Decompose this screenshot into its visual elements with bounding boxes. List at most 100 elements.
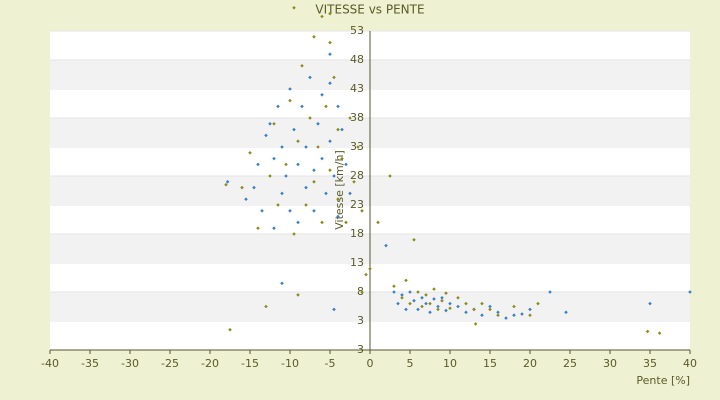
point [448, 306, 452, 311]
x-tick-label: 10 [443, 357, 457, 370]
point [292, 127, 296, 132]
y-tick-label: 43 [350, 82, 364, 95]
point [392, 290, 396, 294]
point [300, 104, 304, 109]
point [316, 145, 320, 149]
y-tick-label: 13 [350, 256, 364, 269]
point [280, 281, 284, 286]
x-axis-label: Pente [%] [636, 374, 690, 387]
point [284, 162, 288, 167]
point [440, 298, 444, 303]
point [288, 209, 292, 213]
point [384, 243, 388, 248]
point [312, 168, 316, 172]
point [496, 313, 500, 317]
point [296, 162, 300, 167]
x-tick-label: 20 [523, 357, 537, 370]
point [344, 220, 348, 225]
x-tick-label: 30 [603, 357, 617, 370]
x-tick-label: -10 [281, 357, 299, 370]
y-tick-label: 38 [350, 111, 364, 124]
point [645, 329, 650, 334]
point [564, 310, 568, 315]
x-tick-label: -5 [325, 357, 336, 370]
point [328, 168, 332, 172]
x-tick-label: -15 [241, 357, 259, 370]
point [648, 301, 652, 306]
point [288, 87, 292, 91]
point [412, 298, 416, 303]
point [412, 238, 416, 242]
point [420, 304, 424, 309]
x-tick-label: 40 [683, 357, 697, 370]
point [473, 322, 478, 326]
point [328, 40, 332, 45]
point [360, 209, 364, 213]
point [320, 93, 324, 97]
point [328, 81, 332, 85]
point [252, 185, 256, 190]
point [276, 203, 280, 207]
point [336, 127, 340, 132]
y-tick-label: 23 [350, 198, 364, 211]
point [324, 191, 328, 196]
x-tick-label: 0 [367, 357, 374, 370]
point [272, 122, 276, 126]
point [256, 162, 260, 167]
y-tick-label: 8 [357, 285, 364, 298]
chart-title: VITESSE vs PENTE [315, 3, 424, 17]
point [416, 307, 420, 312]
point [428, 301, 432, 306]
point [488, 304, 492, 309]
point [332, 75, 336, 80]
point [480, 301, 484, 306]
point [456, 296, 460, 300]
point [352, 180, 356, 184]
point [504, 316, 508, 320]
point [332, 307, 336, 312]
point [276, 104, 280, 109]
point [440, 296, 444, 300]
point [328, 52, 332, 56]
point [316, 122, 320, 126]
x-tick-label: 15 [483, 357, 497, 370]
point [348, 116, 352, 120]
x-tick-label: 25 [563, 357, 577, 370]
point [480, 313, 484, 317]
point [528, 313, 532, 317]
point [340, 127, 344, 132]
point [264, 304, 268, 309]
point [248, 151, 252, 155]
point [428, 310, 432, 315]
point [312, 180, 316, 184]
point [288, 98, 292, 103]
point [296, 293, 300, 297]
point [320, 156, 324, 161]
point [336, 104, 340, 109]
point [424, 293, 428, 297]
point [360, 290, 364, 294]
point [400, 293, 404, 297]
point [292, 6, 296, 10]
point [408, 301, 412, 306]
point [308, 75, 312, 80]
point [548, 290, 552, 294]
point [244, 197, 248, 201]
point [344, 162, 348, 167]
point [432, 287, 436, 291]
point [312, 209, 316, 213]
x-tick-label: 5 [407, 357, 414, 370]
point [256, 226, 260, 230]
point [332, 174, 336, 178]
point [364, 272, 368, 277]
point [512, 304, 516, 309]
point [224, 182, 228, 187]
point [657, 331, 662, 335]
y-axis-label: Vitesse [km/h] [333, 150, 346, 230]
point [284, 174, 288, 178]
y-tick-label: 28 [350, 169, 364, 182]
point [444, 291, 448, 295]
point [308, 116, 312, 120]
x-tick-label: -20 [201, 357, 219, 370]
point [264, 133, 268, 138]
